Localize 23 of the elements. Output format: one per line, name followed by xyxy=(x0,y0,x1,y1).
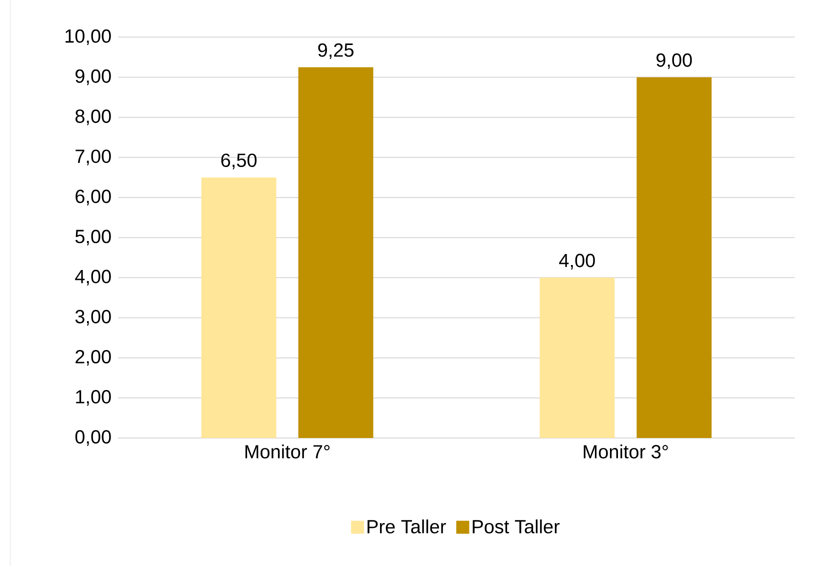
y-tick-label: 2,00 xyxy=(76,350,111,366)
bar xyxy=(636,77,712,438)
bar xyxy=(201,177,276,438)
data-label: 4,00 xyxy=(559,254,595,270)
y-tick-label: 9,00 xyxy=(76,69,111,86)
x-tick-label: Monitor 3° xyxy=(584,444,668,458)
x-tick-label: Monitor 7° xyxy=(245,444,330,458)
data-label: 9,00 xyxy=(656,53,692,70)
data-label: 9,25 xyxy=(318,43,354,59)
legend-label: Pre Taller xyxy=(368,519,446,534)
data-label: 6,50 xyxy=(221,154,257,170)
y-tick-label: 3,00 xyxy=(75,310,111,326)
y-tick-label: 4,00 xyxy=(75,270,111,286)
y-tick-label: 0,00 xyxy=(75,430,111,446)
y-tick-label: 10,00 xyxy=(66,29,111,45)
y-tick-label: 5,00 xyxy=(75,230,111,246)
y-tick-label: 1,00 xyxy=(76,390,111,406)
y-tick-label: 7,00 xyxy=(76,150,111,166)
legend-label: Post Taller xyxy=(472,519,560,534)
bar xyxy=(298,67,374,438)
y-tick-label: 6,00 xyxy=(76,190,111,206)
bar xyxy=(540,278,615,438)
y-tick-label: 8,00 xyxy=(75,109,111,126)
